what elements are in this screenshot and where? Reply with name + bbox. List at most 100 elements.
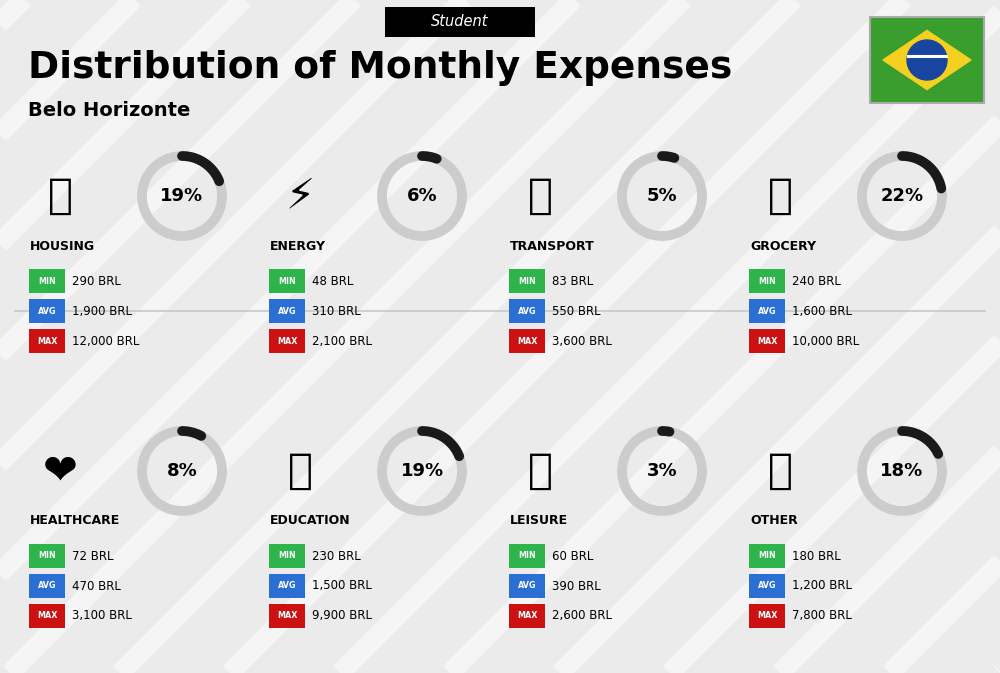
- FancyBboxPatch shape: [749, 544, 785, 568]
- Text: Distribution of Monthly Expenses: Distribution of Monthly Expenses: [28, 50, 732, 86]
- Text: 19%: 19%: [160, 187, 204, 205]
- Text: 390 BRL: 390 BRL: [552, 579, 601, 592]
- Text: 83 BRL: 83 BRL: [552, 275, 593, 287]
- Text: MAX: MAX: [37, 336, 57, 345]
- Text: 🛍: 🛍: [528, 450, 552, 492]
- Text: 72 BRL: 72 BRL: [72, 549, 114, 563]
- Text: MIN: MIN: [518, 551, 536, 561]
- Text: AVG: AVG: [518, 581, 536, 590]
- Text: HOUSING: HOUSING: [30, 240, 95, 252]
- Text: MAX: MAX: [37, 612, 57, 621]
- Text: 🎓: 🎓: [288, 450, 312, 492]
- Text: HEALTHCARE: HEALTHCARE: [30, 514, 120, 528]
- Text: MIN: MIN: [278, 277, 296, 285]
- FancyBboxPatch shape: [29, 329, 65, 353]
- Text: TRANSPORT: TRANSPORT: [510, 240, 595, 252]
- Text: MIN: MIN: [758, 277, 776, 285]
- FancyBboxPatch shape: [749, 329, 785, 353]
- Text: 10,000 BRL: 10,000 BRL: [792, 334, 859, 347]
- Text: 💰: 💰: [768, 450, 792, 492]
- Text: Student: Student: [431, 15, 489, 30]
- Text: 6%: 6%: [407, 187, 437, 205]
- Text: MAX: MAX: [757, 612, 777, 621]
- FancyBboxPatch shape: [870, 17, 984, 103]
- Text: 2,100 BRL: 2,100 BRL: [312, 334, 372, 347]
- FancyBboxPatch shape: [269, 604, 305, 628]
- Text: 19%: 19%: [400, 462, 444, 480]
- FancyBboxPatch shape: [385, 7, 535, 37]
- Text: 48 BRL: 48 BRL: [312, 275, 353, 287]
- FancyBboxPatch shape: [749, 269, 785, 293]
- FancyBboxPatch shape: [269, 269, 305, 293]
- Text: LEISURE: LEISURE: [510, 514, 568, 528]
- Text: MIN: MIN: [758, 551, 776, 561]
- Text: Belo Horizonte: Belo Horizonte: [28, 102, 190, 120]
- Text: 22%: 22%: [880, 187, 924, 205]
- Text: AVG: AVG: [518, 306, 536, 316]
- Text: AVG: AVG: [38, 306, 56, 316]
- FancyBboxPatch shape: [509, 544, 545, 568]
- Text: MIN: MIN: [278, 551, 296, 561]
- Text: MAX: MAX: [277, 612, 297, 621]
- Text: 240 BRL: 240 BRL: [792, 275, 841, 287]
- FancyBboxPatch shape: [509, 604, 545, 628]
- Text: MAX: MAX: [517, 336, 537, 345]
- Text: 🏢: 🏢: [48, 175, 72, 217]
- Text: ❤: ❤: [43, 450, 77, 492]
- Text: AVG: AVG: [278, 581, 296, 590]
- Text: AVG: AVG: [278, 306, 296, 316]
- FancyBboxPatch shape: [509, 269, 545, 293]
- Text: 180 BRL: 180 BRL: [792, 549, 841, 563]
- FancyBboxPatch shape: [29, 299, 65, 323]
- FancyBboxPatch shape: [509, 574, 545, 598]
- FancyBboxPatch shape: [269, 299, 305, 323]
- Text: 8%: 8%: [167, 462, 197, 480]
- Text: 230 BRL: 230 BRL: [312, 549, 361, 563]
- Text: 1,600 BRL: 1,600 BRL: [792, 304, 852, 318]
- FancyBboxPatch shape: [509, 299, 545, 323]
- FancyBboxPatch shape: [29, 604, 65, 628]
- FancyBboxPatch shape: [749, 299, 785, 323]
- Text: 1,900 BRL: 1,900 BRL: [72, 304, 132, 318]
- FancyBboxPatch shape: [29, 544, 65, 568]
- Text: AVG: AVG: [38, 581, 56, 590]
- Text: 2,600 BRL: 2,600 BRL: [552, 610, 612, 623]
- Text: 470 BRL: 470 BRL: [72, 579, 121, 592]
- Text: MIN: MIN: [38, 551, 56, 561]
- Text: 12,000 BRL: 12,000 BRL: [72, 334, 139, 347]
- Circle shape: [907, 40, 947, 80]
- Text: 1,200 BRL: 1,200 BRL: [792, 579, 852, 592]
- Text: ENERGY: ENERGY: [270, 240, 326, 252]
- FancyBboxPatch shape: [749, 574, 785, 598]
- Text: 310 BRL: 310 BRL: [312, 304, 361, 318]
- FancyBboxPatch shape: [29, 269, 65, 293]
- Text: 550 BRL: 550 BRL: [552, 304, 601, 318]
- Text: 3,100 BRL: 3,100 BRL: [72, 610, 132, 623]
- Text: 290 BRL: 290 BRL: [72, 275, 121, 287]
- Text: MAX: MAX: [277, 336, 297, 345]
- Text: AVG: AVG: [758, 581, 776, 590]
- Text: AVG: AVG: [758, 306, 776, 316]
- FancyBboxPatch shape: [509, 329, 545, 353]
- Text: 3,600 BRL: 3,600 BRL: [552, 334, 612, 347]
- Text: MAX: MAX: [757, 336, 777, 345]
- Text: 3%: 3%: [647, 462, 677, 480]
- Text: ⚡: ⚡: [285, 175, 315, 217]
- Text: MAX: MAX: [517, 612, 537, 621]
- Text: MIN: MIN: [38, 277, 56, 285]
- FancyBboxPatch shape: [749, 604, 785, 628]
- Text: MIN: MIN: [518, 277, 536, 285]
- Text: 🚌: 🚌: [528, 175, 552, 217]
- Text: GROCERY: GROCERY: [750, 240, 816, 252]
- FancyBboxPatch shape: [269, 544, 305, 568]
- Text: 1,500 BRL: 1,500 BRL: [312, 579, 372, 592]
- Text: 5%: 5%: [647, 187, 677, 205]
- Text: OTHER: OTHER: [750, 514, 798, 528]
- Text: 7,800 BRL: 7,800 BRL: [792, 610, 852, 623]
- Text: 9,900 BRL: 9,900 BRL: [312, 610, 372, 623]
- Text: 18%: 18%: [880, 462, 924, 480]
- FancyBboxPatch shape: [269, 574, 305, 598]
- FancyBboxPatch shape: [29, 574, 65, 598]
- Text: 60 BRL: 60 BRL: [552, 549, 593, 563]
- Text: 🛒: 🛒: [768, 175, 792, 217]
